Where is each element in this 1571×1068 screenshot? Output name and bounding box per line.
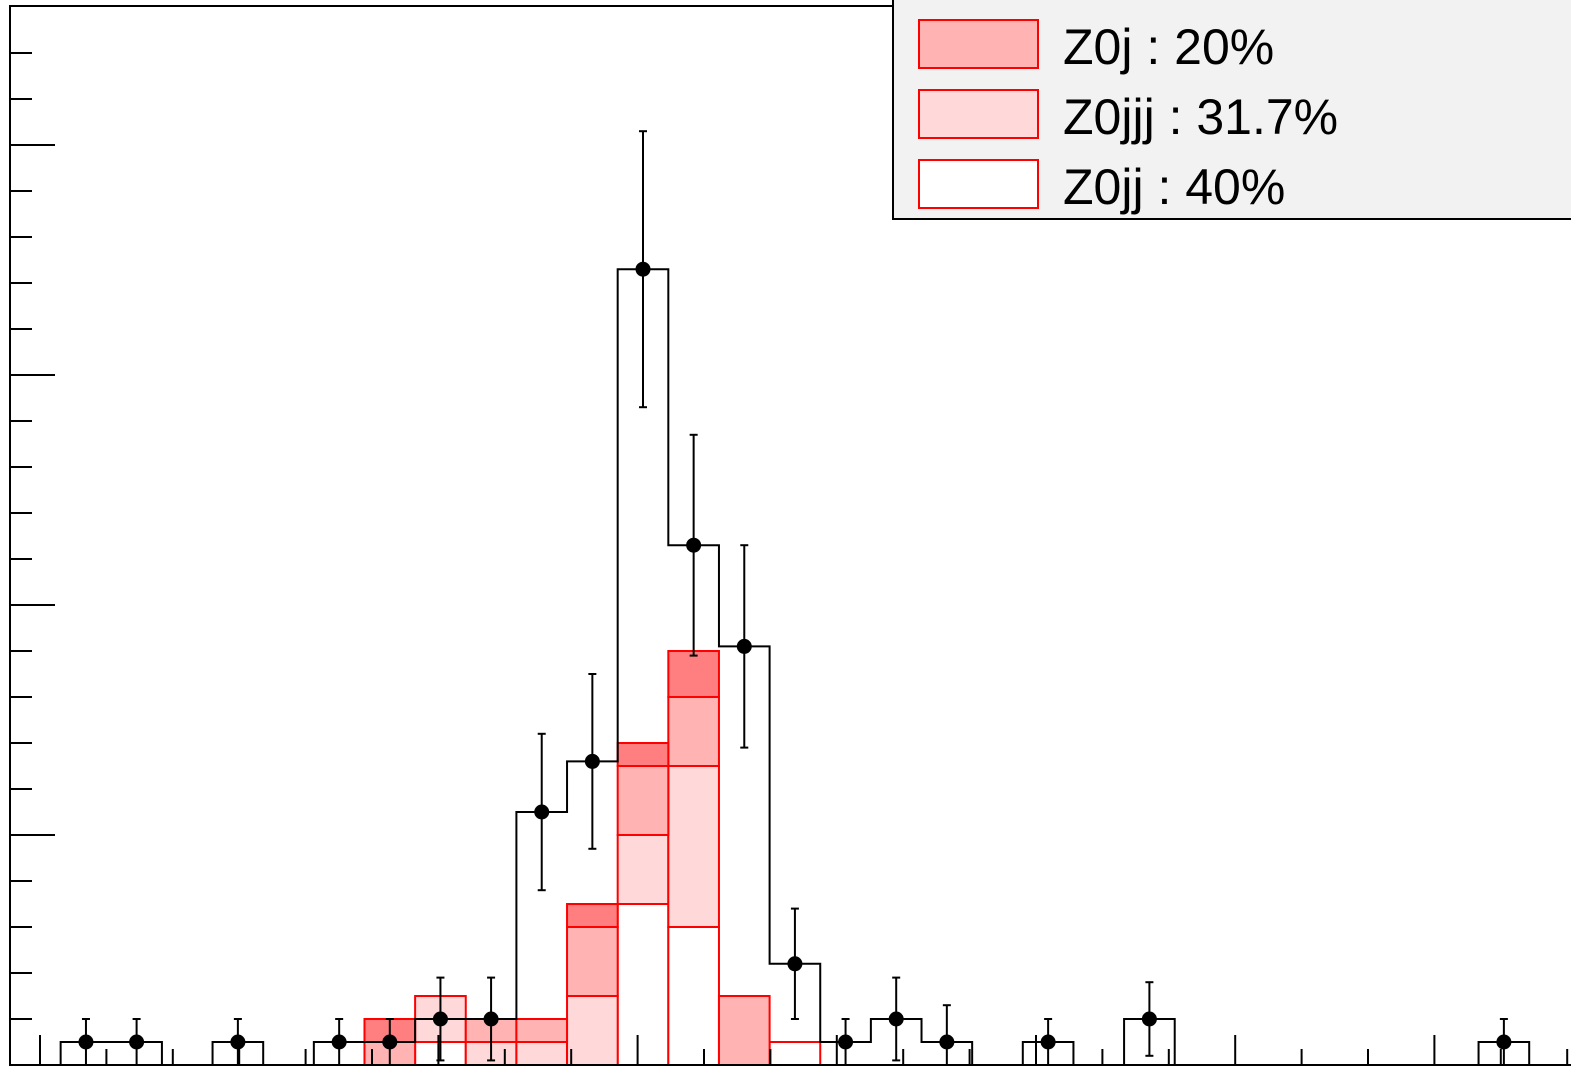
stack-bar [768, 1041, 822, 1066]
data-point [483, 1011, 499, 1027]
data-point [888, 1011, 904, 1027]
stack-bar [515, 1018, 569, 1043]
stack-bar [566, 926, 619, 997]
legend-label-z0j: Z0j : 20% [1063, 19, 1274, 75]
stack-bar [717, 995, 771, 1066]
legend: Z0j : 20% Z0jjj : 31.7% Z0jj : 40% [892, 0, 1571, 220]
legend-swatch-z0jjj [918, 89, 1039, 139]
data-point [382, 1034, 398, 1050]
legend-label-z0jjj: Z0jjj : 31.7% [1063, 89, 1338, 145]
stack-bar [616, 903, 670, 1066]
stack-bar [566, 903, 619, 928]
legend-swatch-z0jj [918, 159, 1039, 209]
legend-label-z0jj: Z0jj : 40% [1063, 159, 1285, 215]
stack-fills [363, 650, 822, 1066]
stack-bar [616, 834, 670, 905]
stack-bar [667, 926, 720, 1066]
data-point [1040, 1034, 1056, 1050]
stack-bar [667, 696, 720, 767]
data-point [129, 1034, 145, 1050]
data-histogram [10, 268, 1571, 1066]
data-point [78, 1034, 94, 1050]
data-point [331, 1034, 347, 1050]
data-point [736, 638, 752, 654]
data-point [432, 1011, 448, 1027]
stack-bar [515, 1041, 569, 1066]
stack-bar [566, 995, 619, 1066]
plot-frame-rect [9, 5, 1571, 1066]
stack-bar [667, 765, 720, 928]
data-point [787, 956, 803, 972]
legend-swatch-z0j [918, 19, 1039, 69]
data-point [584, 753, 600, 769]
data-point [534, 804, 550, 820]
data-points [78, 130, 1512, 1066]
data-point [939, 1034, 955, 1050]
data-point [635, 261, 651, 277]
plot-frame [9, 5, 1571, 1066]
stack-bar [667, 650, 720, 698]
data-point [686, 537, 702, 553]
data-point [838, 1034, 854, 1050]
data-point [1141, 1011, 1157, 1027]
stack-bar [616, 765, 670, 836]
data-point [1496, 1034, 1512, 1050]
data-point [230, 1034, 246, 1050]
data-histogram-outline [10, 268, 1571, 1066]
stack-bar [616, 742, 670, 767]
